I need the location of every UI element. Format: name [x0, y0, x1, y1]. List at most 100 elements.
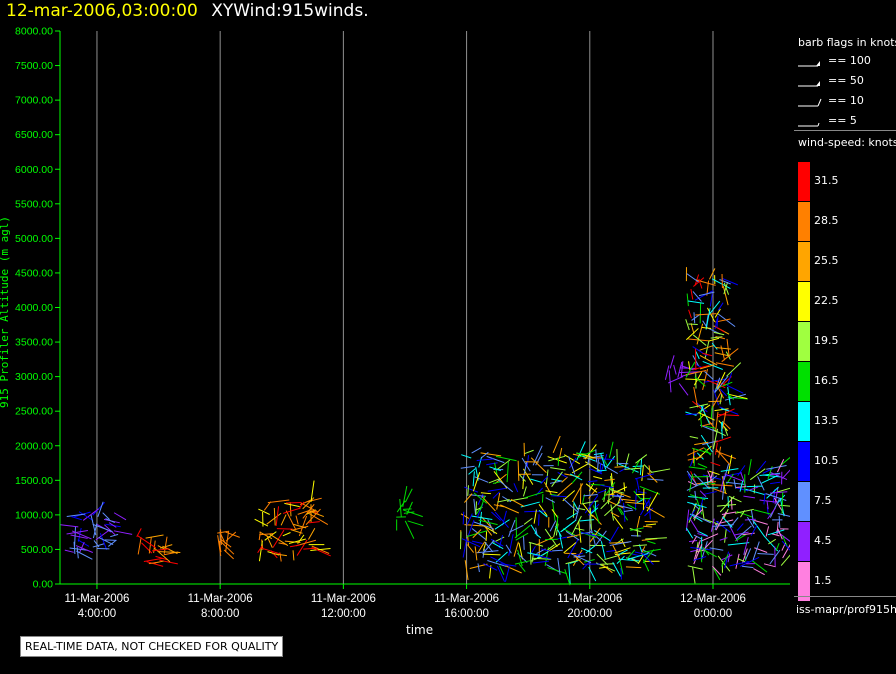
- wind-barb: [588, 487, 598, 499]
- wind-barb: [78, 511, 94, 521]
- wind-barb: [225, 530, 230, 553]
- wind-barb: [603, 488, 607, 503]
- x-axis-label: time: [406, 623, 434, 637]
- wind-barb: [493, 504, 505, 508]
- wind-barb: [459, 531, 462, 550]
- wind-barb: [617, 549, 628, 556]
- wind-barb: [532, 560, 550, 564]
- wind-barb: [280, 514, 287, 526]
- wind-barb: [698, 412, 715, 421]
- wind-barb: [473, 492, 488, 504]
- wind-barb: [639, 496, 652, 516]
- wind-barb: [624, 509, 634, 512]
- wind-barb: [528, 541, 544, 547]
- wind-barb: [584, 559, 595, 563]
- wind-barb: [769, 473, 781, 476]
- wind-barb: [506, 461, 509, 483]
- wind-barb: [160, 544, 173, 549]
- wind-barb: [719, 495, 735, 513]
- wind-barb: [685, 527, 694, 539]
- wind-barb: [728, 495, 742, 503]
- wind-barb: [538, 504, 548, 517]
- wind-barb: [695, 351, 700, 360]
- wind-barb: [721, 554, 729, 567]
- wind-barb: [702, 368, 709, 390]
- wind-barb: [266, 535, 273, 548]
- y-tick-label: 5500.00: [15, 198, 53, 210]
- wind-barb: [574, 527, 585, 531]
- wind-barb: [724, 393, 746, 401]
- wind-barb: [740, 556, 760, 567]
- wind-barb: [71, 530, 92, 540]
- wind-barb: [544, 481, 552, 495]
- speed-swatch: [798, 242, 810, 281]
- wind-barb: [693, 386, 699, 408]
- wind-barb: [706, 379, 726, 389]
- wind-barb: [616, 555, 625, 565]
- wind-barb: [148, 537, 152, 554]
- wind-barb: [705, 308, 711, 330]
- wind-barb: [403, 511, 415, 514]
- speed-swatch: [798, 562, 810, 601]
- wind-barb: [613, 515, 624, 529]
- wind-barb: [625, 566, 642, 569]
- wind-barb: [750, 525, 758, 536]
- y-tick-label: 6000.00: [15, 164, 53, 176]
- wind-barb: [612, 544, 621, 560]
- wind-barb: [688, 309, 692, 319]
- wind-barb: [647, 540, 656, 545]
- wind-barb: [79, 541, 85, 553]
- speed-swatch-label: 4.5: [814, 534, 832, 547]
- wind-barb: [678, 383, 689, 396]
- wind-barb: [143, 557, 163, 563]
- wind-barb: [145, 534, 164, 539]
- wind-barb: [589, 467, 603, 475]
- wind-barb: [685, 411, 697, 416]
- legend: barb flags in knots == 100 == 50 == 10 =…: [790, 30, 896, 624]
- wind-barb: [688, 323, 698, 325]
- wind-barb: [625, 501, 645, 505]
- speed-swatch-label: 13.5: [814, 414, 839, 427]
- wind-barb: [699, 354, 718, 366]
- wind-barb: [600, 541, 606, 559]
- wind-barb: [707, 470, 714, 483]
- speed-swatch: [798, 442, 810, 481]
- wind-barb: [258, 531, 261, 541]
- wind-barb: [638, 491, 647, 494]
- wind-barb: [530, 478, 543, 483]
- wind-barb: [476, 550, 499, 554]
- wind-barb: [698, 278, 703, 289]
- wind-barb: [713, 331, 725, 336]
- wind-barb: [709, 547, 724, 551]
- wind-barb: [692, 291, 702, 302]
- wind-barb: [551, 508, 559, 519]
- wind-barb: [551, 499, 556, 521]
- wind-barb: [723, 463, 730, 481]
- wind-barb: [737, 465, 746, 477]
- wind-barb: [517, 549, 523, 567]
- x-tick-date: 12-Mar-2006: [680, 593, 746, 605]
- wind-barb: [724, 473, 744, 482]
- wind-barb: [288, 538, 306, 544]
- wind-barb: [782, 544, 790, 559]
- wind-barb: [163, 536, 168, 554]
- wind-barb: [710, 336, 723, 339]
- wind-barb: [722, 277, 738, 286]
- wind-barb: [750, 510, 755, 525]
- wind-barb: [531, 556, 543, 562]
- wind-barb: [648, 500, 651, 520]
- wind-barb: [98, 536, 114, 546]
- wind-barb: [500, 563, 517, 567]
- wind-barb: [688, 539, 698, 543]
- wind-barb: [743, 536, 749, 556]
- wind-barb: [519, 474, 526, 482]
- wind-barb: [616, 462, 629, 465]
- speed-swatch: [798, 482, 810, 521]
- wind-barb: [709, 268, 716, 280]
- wind-barb: [107, 540, 117, 547]
- wind-barb: [775, 530, 790, 542]
- wind-barb: [464, 560, 469, 581]
- wind-barb: [741, 565, 754, 569]
- wind-barb: [513, 483, 519, 493]
- wind-barb: [636, 478, 640, 491]
